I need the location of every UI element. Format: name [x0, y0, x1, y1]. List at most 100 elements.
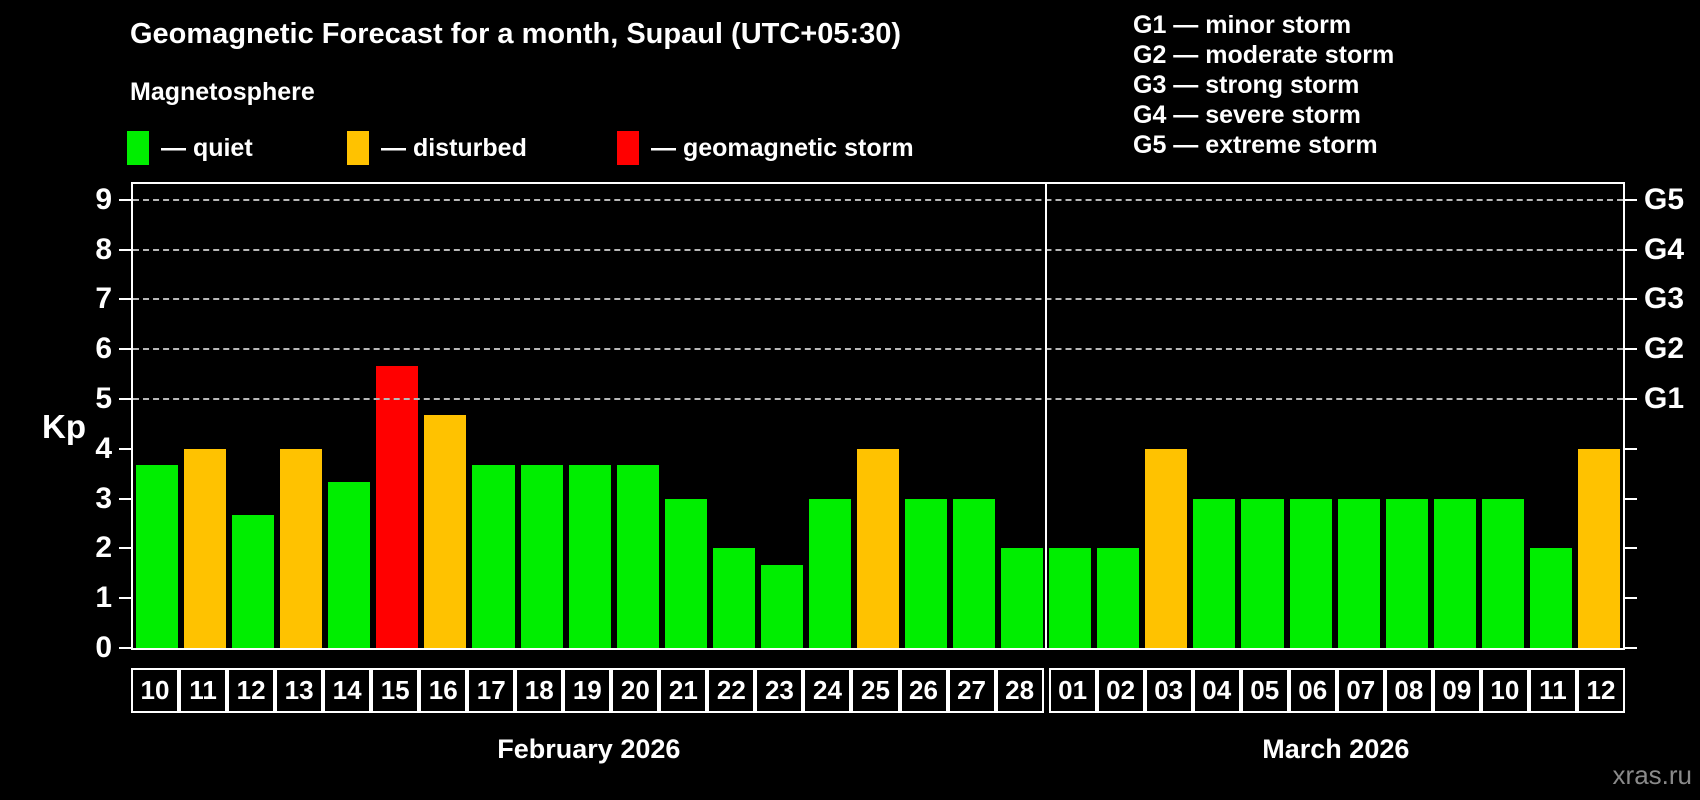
legend-item-storm: — geomagnetic storm — [617, 128, 914, 168]
kp-tick-label: 1 — [95, 581, 112, 615]
day-label: 14 — [323, 668, 372, 713]
kp-bar — [1337, 499, 1380, 648]
kp-tick-label: 6 — [95, 332, 112, 366]
day-label: 27 — [947, 668, 996, 713]
month-separator-line — [1045, 184, 1048, 648]
kp-bar-column — [806, 184, 854, 648]
kp-bar-column — [614, 184, 662, 648]
kp-bar-column — [518, 184, 566, 648]
g-legend-line: G4 — severe storm — [1133, 101, 1361, 129]
right-axis-tick — [1625, 298, 1637, 301]
kp-bar — [760, 565, 803, 648]
kp-bar-column — [325, 184, 373, 648]
day-label: 22 — [707, 668, 756, 713]
grid-line-kp5 — [133, 398, 1623, 400]
kp-tick-label: 4 — [95, 431, 112, 465]
right-axis-tick — [1625, 348, 1637, 351]
kp-bar-column — [1046, 184, 1094, 648]
right-axis-tick — [1625, 597, 1637, 600]
day-label: 15 — [371, 668, 420, 713]
kp-bar — [472, 465, 515, 648]
kp-bar — [1385, 499, 1428, 648]
kp-bar-column — [1190, 184, 1238, 648]
grid-line-kp8 — [133, 248, 1623, 251]
day-label: 02 — [1096, 668, 1145, 713]
kp-bar-column — [1238, 184, 1286, 648]
kp-bar — [520, 465, 563, 648]
kp-tick-label: 2 — [95, 531, 112, 565]
kp-bar-column — [950, 184, 998, 648]
kp-tick-label: 0 — [95, 631, 112, 664]
day-label: 17 — [467, 668, 516, 713]
legend-item-label: — quiet — [161, 133, 253, 162]
left-axis-tick — [119, 497, 131, 500]
kp-bar — [856, 449, 899, 648]
kp-bar-column — [854, 184, 902, 648]
kp-bar — [1193, 499, 1236, 648]
kp-bar-column — [1142, 184, 1190, 648]
month-caption: March 2026 — [1262, 734, 1410, 764]
kp-bar — [1577, 449, 1620, 648]
kp-bar-column — [1094, 184, 1142, 648]
day-label: 26 — [899, 668, 948, 713]
day-label: 24 — [803, 668, 852, 713]
bars-container — [133, 184, 1623, 648]
kp-bar — [280, 449, 323, 648]
disturbed-color-swatch — [347, 131, 369, 165]
kp-bar — [1097, 548, 1140, 648]
g-legend-line: G1 — minor storm — [1133, 11, 1352, 39]
kp-bar-column — [1287, 184, 1335, 648]
grid-line-kp6 — [133, 348, 1623, 351]
month-caption: February 2026 — [497, 734, 681, 764]
kp-bar-column — [566, 184, 614, 648]
kp-bar-column — [1431, 184, 1479, 648]
left-axis-tick — [119, 198, 131, 201]
kp-bar-column — [1383, 184, 1431, 648]
kp-bar-column — [998, 184, 1046, 648]
kp-bar-column — [1575, 184, 1623, 648]
kp-bar — [712, 548, 755, 648]
g-legend-line: G5 — extreme storm — [1133, 131, 1378, 159]
kp-bar — [328, 482, 371, 648]
day-label: 20 — [611, 668, 660, 713]
day-label: 06 — [1288, 668, 1337, 713]
magnetosphere-subtitle: Magnetosphere — [130, 78, 315, 106]
day-label: 08 — [1384, 668, 1433, 713]
kp-bar — [1433, 499, 1476, 648]
kp-bar — [1481, 499, 1524, 648]
kp-bar — [1001, 548, 1044, 648]
storm-color-swatch — [617, 131, 639, 165]
kp-tick-label: 3 — [95, 481, 112, 515]
right-axis-tick — [1625, 647, 1637, 649]
day-label: 13 — [275, 668, 324, 713]
day-label: 07 — [1336, 668, 1385, 713]
kp-bar — [232, 515, 275, 648]
kp-bar — [1529, 548, 1572, 648]
g-legend-line: G2 — moderate storm — [1133, 41, 1395, 69]
g-axis-label-g5: G5 — [1644, 182, 1685, 216]
day-label: 25 — [851, 668, 900, 713]
left-axis-tick — [119, 398, 131, 400]
g-axis-label-g2: G2 — [1644, 332, 1685, 366]
kp-bar-column — [710, 184, 758, 648]
kp-bar-column — [277, 184, 325, 648]
g-axis-label-g4: G4 — [1644, 232, 1685, 266]
right-axis-tick — [1625, 447, 1637, 450]
left-axis-tick — [119, 447, 131, 450]
right-axis-tick — [1625, 198, 1637, 201]
kp-bar-column — [1527, 184, 1575, 648]
kp-bar-column — [758, 184, 806, 648]
day-label: 11 — [1528, 668, 1577, 713]
day-label: 11 — [179, 668, 228, 713]
day-label: 23 — [755, 668, 804, 713]
left-axis-tick — [119, 348, 131, 351]
day-label: 04 — [1192, 668, 1241, 713]
kp-bar — [568, 465, 611, 648]
day-label: 18 — [515, 668, 564, 713]
day-label: 19 — [563, 668, 612, 713]
day-label: 05 — [1240, 668, 1289, 713]
legend-item-label: — geomagnetic storm — [651, 133, 914, 162]
kp-bar-column — [1335, 184, 1383, 648]
watermark: xras.ru — [1612, 760, 1692, 790]
